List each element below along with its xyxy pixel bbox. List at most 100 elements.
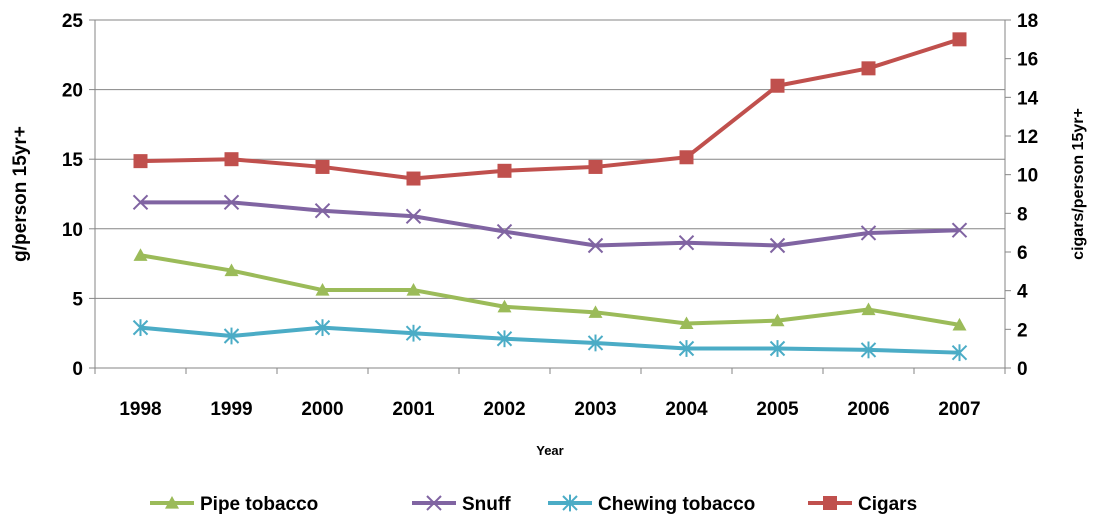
series-line-pipe-tobacco [140,253,960,327]
marker-stroke [769,237,786,254]
right-y-tick-label: 4 [1017,282,1028,303]
data-point-cigars [952,32,967,47]
data-point-cigars [679,150,694,165]
marker-stroke [132,194,149,211]
x-tick-label: 2000 [301,399,343,420]
data-point-cigars [588,159,603,174]
data-point-chewing-tobacco [860,341,877,359]
data-point-snuff [951,222,968,238]
data-point-snuff [314,202,331,219]
data-point-chewing-tobacco [951,344,968,362]
right-y-tick-label: 8 [1017,204,1028,225]
legend-marker [562,494,578,512]
data-point-pipe-tobacco [497,299,512,313]
legend-marker [165,496,179,509]
right-y-tick-label: 10 [1017,166,1038,187]
legend: Pipe tobacco Snuff Chewing tobacco Cigars [150,494,917,515]
axes [89,19,1011,374]
right-y-axis-title: cigars/person 15yr+ [1070,108,1087,260]
tick-labels: 0 5 10 15 20 25 0 2 4 6 8 10 12 14 16 18 1998 1999 2000 200… [62,11,1039,420]
series-line-chewing-tobacco [140,325,960,355]
data-point-pipe-tobacco [679,316,694,330]
data-point-chewing-tobacco [132,319,149,337]
data-point-chewing-tobacco [496,330,513,348]
x-tick-label: 2005 [756,399,799,420]
x-tick-label: 2006 [847,399,889,420]
right-y-tick-label: 0 [1017,359,1028,380]
left-y-tick-label: 20 [62,81,83,102]
data-point-cigars [861,61,876,76]
data-point-snuff [132,194,149,211]
data-point-chewing-tobacco [223,327,240,345]
series-line-snuff [140,200,960,248]
right-y-tick-label: 2 [1017,320,1028,341]
right-y-tick-label: 16 [1017,50,1038,71]
x-axis-title: Year [536,443,563,458]
marker-stroke [678,235,695,251]
left-y-axis-title: g/person 15yr+ [10,126,31,262]
legend-item-snuff: Snuff [412,494,511,515]
data-point-snuff [587,237,604,254]
data-point-snuff [223,194,240,211]
legend-item-chewing-tobacco: Chewing tobacco [548,494,755,515]
data-point-snuff [405,208,422,224]
data-point-pipe-tobacco [952,317,967,331]
data-point-pipe-tobacco [588,305,603,318]
data-point-pipe-tobacco [406,283,421,296]
marker-stroke [860,225,877,241]
series-line-cigars [140,37,961,181]
series-chewing-tobacco [132,319,968,362]
series-snuff [132,194,968,254]
legend-marker [823,496,837,510]
data-point-chewing-tobacco [678,340,695,357]
legend-label: Chewing tobacco [598,494,755,515]
data-point-pipe-tobacco [770,313,785,327]
series-cigars [133,32,967,186]
x-tick-label: 1999 [210,399,252,420]
data-point-cigars [224,152,239,167]
data-point-cigars [133,154,148,169]
x-tick-label: 2002 [483,399,525,420]
data-point-chewing-tobacco [314,319,331,337]
right-y-tick-label: 12 [1017,127,1038,148]
right-y-tick-label: 14 [1017,88,1039,109]
x-tick-label: 2003 [574,399,616,420]
legend-item-cigars: Cigars [808,494,917,515]
right-y-tick-label: 18 [1017,11,1038,32]
legend-item-pipe-tobacco: Pipe tobacco [150,494,318,515]
data-point-cigars [315,159,330,174]
x-tick-label: 2004 [665,399,708,420]
data-point-cigars [497,163,512,178]
data-point-snuff [496,223,513,240]
data-point-snuff [769,237,786,254]
data-point-cigars [406,171,421,186]
marker-stroke [951,222,968,238]
data-point-snuff [860,225,877,241]
left-y-tick-label: 25 [62,11,84,32]
data-point-snuff [678,235,695,251]
data-point-cigars [770,78,785,93]
series-layer [132,32,968,362]
marker-stroke [405,208,422,224]
left-y-tick-label: 5 [72,289,83,310]
marker-stroke [587,237,604,254]
legend-label: Pipe tobacco [200,494,318,515]
marker-stroke [314,202,331,219]
data-point-pipe-tobacco [861,302,876,316]
right-y-tick-label: 6 [1017,243,1028,264]
x-tick-label: 1998 [119,399,161,420]
left-y-tick-label: 10 [62,220,83,241]
x-tick-label: 2007 [938,399,980,420]
legend-label: Snuff [462,494,511,515]
data-point-pipe-tobacco [133,248,148,261]
legend-marker [426,495,442,511]
left-y-tick-label: 15 [62,150,84,171]
legend-label: Cigars [858,494,917,515]
data-point-chewing-tobacco [405,324,422,342]
x-tick-label: 2001 [392,399,435,420]
marker-stroke [426,495,442,511]
marker-stroke [223,194,240,211]
data-point-pipe-tobacco [315,283,330,296]
